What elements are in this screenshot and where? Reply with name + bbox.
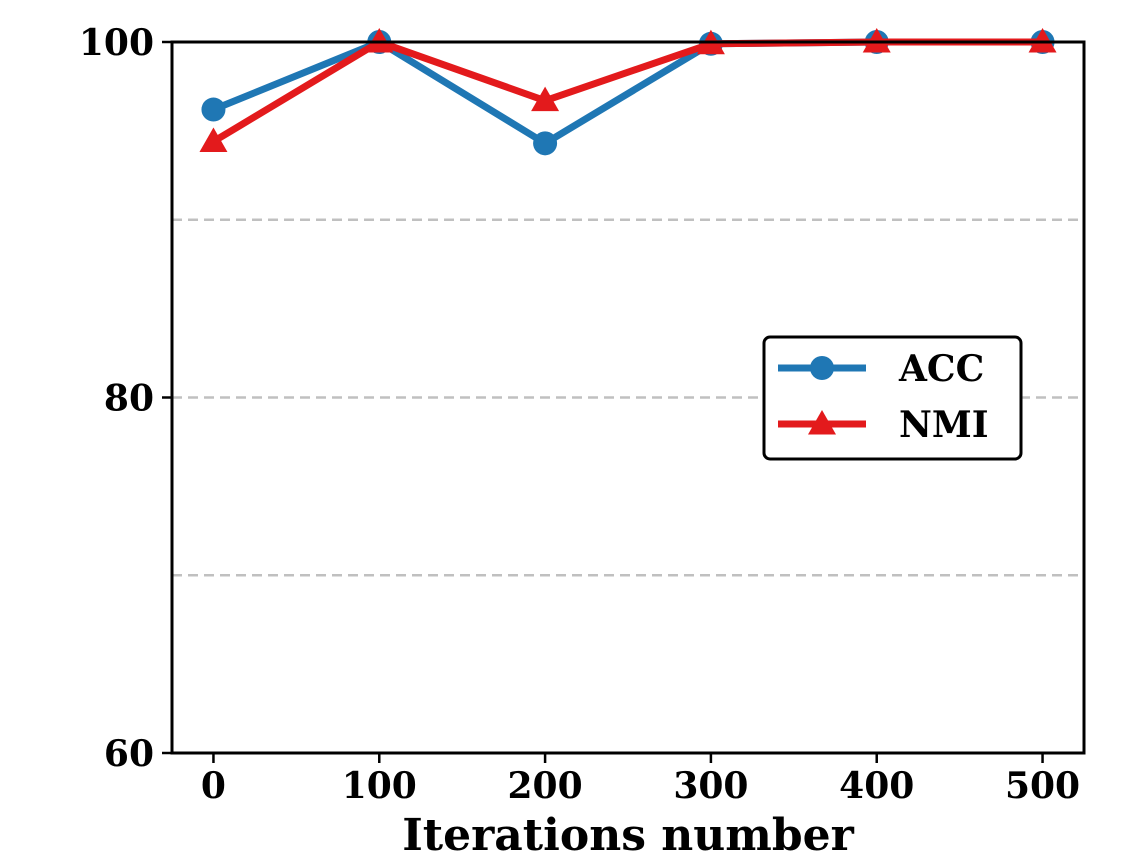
data-point-nmi bbox=[1028, 28, 1057, 53]
x-axis-ticks: 0 100 200 300 400 500 bbox=[201, 753, 1080, 807]
legend-label-acc: ACC bbox=[898, 348, 984, 390]
series-acc bbox=[201, 30, 1055, 156]
x-tick-label: 500 bbox=[1005, 765, 1080, 807]
legend: ACC NMI bbox=[762, 335, 1023, 461]
x-tick-label: 0 bbox=[201, 765, 226, 807]
data-point-acc bbox=[201, 97, 226, 122]
data-point-nmi bbox=[862, 28, 891, 53]
data-point-nmi bbox=[365, 28, 394, 53]
data-point-nmi bbox=[199, 127, 228, 153]
y-tick-label: 100 bbox=[79, 22, 154, 64]
legend-marker-nmi bbox=[808, 410, 836, 435]
x-tick-label: 400 bbox=[839, 765, 914, 807]
legend-marker-acc bbox=[810, 356, 834, 380]
data-point-acc bbox=[533, 131, 558, 156]
series-line-acc bbox=[212, 38, 1043, 147]
x-tick-label: 200 bbox=[508, 765, 583, 807]
y-axis-ticks: 60 80 100 bbox=[79, 22, 172, 775]
data-point-nmi bbox=[531, 86, 560, 112]
y-tick-label: 80 bbox=[104, 378, 154, 420]
x-axis-title: Iterations number bbox=[402, 810, 854, 856]
x-tick-label: 300 bbox=[673, 765, 748, 807]
legend-label-nmi: NMI bbox=[899, 404, 989, 446]
x-tick-label: 100 bbox=[342, 765, 417, 807]
series-layer bbox=[199, 28, 1057, 156]
y-tick-label: 60 bbox=[104, 733, 154, 775]
